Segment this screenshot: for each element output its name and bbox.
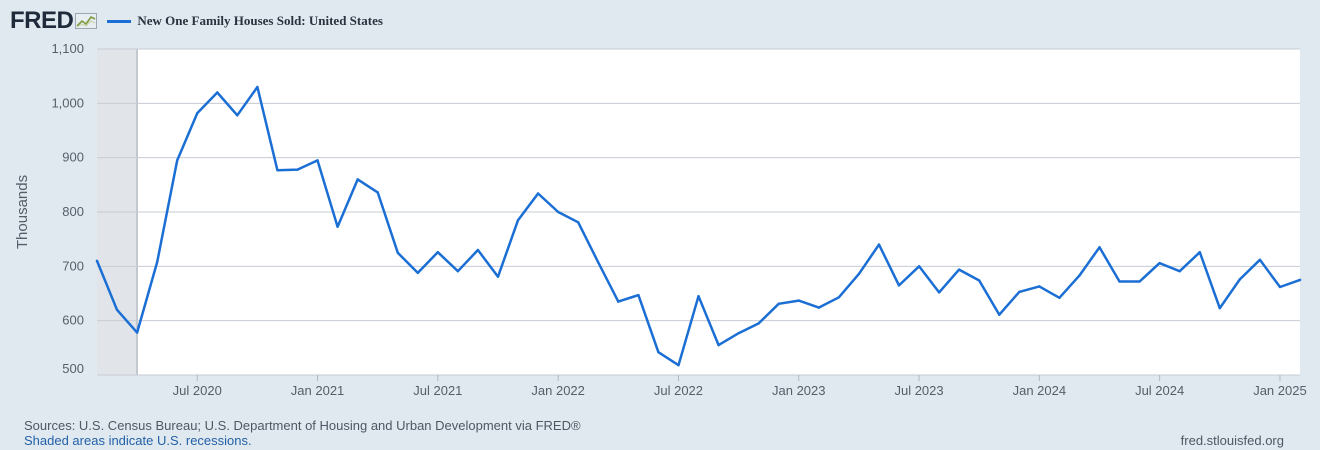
data-point: [617, 300, 620, 303]
data-point: [677, 364, 680, 367]
data-point: [917, 265, 921, 268]
data-point: [1038, 285, 1041, 288]
data-point: [1298, 278, 1302, 282]
y-tick-label: 1,000: [51, 95, 84, 110]
y-tick-label: 900: [62, 150, 84, 165]
footer-recession-note: Shaded areas indicate U.S. recessions.: [24, 433, 252, 448]
data-point: [196, 111, 199, 115]
x-tick-label: Jul 2024: [1135, 383, 1184, 398]
data-point: [536, 192, 540, 195]
y-axis-label: Thousands: [14, 175, 31, 249]
data-point: [276, 168, 279, 172]
legend-swatch: [107, 19, 132, 23]
data-point: [1258, 258, 1262, 262]
data-point: [1018, 290, 1021, 294]
data-point: [697, 295, 700, 298]
data-point: [998, 313, 1001, 316]
data-point: [857, 272, 861, 276]
data-point: [1078, 274, 1081, 277]
data-point: [817, 306, 820, 309]
data-point: [135, 331, 139, 334]
data-point: [978, 279, 981, 282]
data-point: [556, 210, 560, 214]
footer-sources: Sources: U.S. Census Bureau; U.S. Depart…: [24, 418, 581, 433]
data-point: [657, 350, 660, 354]
x-tick-label: Jan 2021: [291, 383, 345, 398]
data-point: [356, 178, 359, 181]
data-point: [316, 159, 319, 162]
data-point: [256, 85, 259, 89]
data-point: [1098, 246, 1101, 249]
y-tick-label: 700: [62, 258, 84, 273]
data-point: [1198, 251, 1201, 254]
x-tick-label: Jan 2025: [1253, 383, 1307, 398]
data-point: [957, 268, 961, 271]
data-point: [837, 296, 841, 299]
footer-site-link[interactable]: fred.stlouisfed.org: [1180, 433, 1284, 448]
x-tick-label: Jul 2021: [413, 383, 462, 398]
data-point: [236, 114, 239, 117]
data-point: [155, 260, 159, 264]
data-point: [1218, 306, 1222, 310]
x-tick-label: Jan 2022: [531, 383, 585, 398]
data-point: [1058, 296, 1061, 300]
data-point: [737, 331, 740, 335]
data-point: [1118, 280, 1121, 283]
data-point: [757, 322, 760, 325]
data-point: [376, 191, 379, 194]
data-point: [937, 291, 941, 294]
data-point: [637, 293, 640, 297]
fred-trend-icon: [75, 13, 98, 29]
data-point: [1278, 285, 1282, 289]
data-point: [416, 271, 419, 275]
data-point: [516, 218, 520, 222]
y-tick-label: 600: [62, 313, 84, 328]
data-point: [496, 275, 500, 278]
data-point: [456, 270, 460, 273]
data-point: [1158, 261, 1161, 265]
chart-header: FRED New One Family Houses Sold: United …: [10, 6, 383, 36]
fred-logo[interactable]: FRED: [10, 7, 74, 34]
data-point: [216, 91, 219, 94]
data-point: [797, 299, 800, 302]
legend-series-label: New One Family Houses Sold: United State…: [137, 13, 383, 28]
data-point: [95, 259, 99, 263]
y-tick-label: 800: [62, 204, 84, 219]
data-point: [577, 221, 580, 224]
data-point: [597, 261, 600, 264]
y-tick-label: 1,100: [51, 41, 84, 56]
data-point: [176, 159, 179, 162]
x-tick-label: Jul 2020: [173, 383, 222, 398]
data-point: [897, 284, 901, 287]
data-point: [1138, 280, 1141, 283]
data-point: [1238, 278, 1242, 281]
x-tick-label: Jul 2023: [894, 383, 943, 398]
data-point: [296, 168, 299, 171]
data-point: [436, 251, 440, 254]
data-point: [115, 308, 119, 311]
x-tick-label: Jan 2024: [1013, 383, 1067, 398]
data-point: [476, 248, 480, 252]
x-tick-label: Jul 2022: [654, 383, 703, 398]
data-point: [717, 343, 720, 347]
data-point: [396, 251, 399, 254]
data-point: [336, 225, 339, 228]
data-point: [777, 302, 780, 306]
data-point: [1178, 270, 1181, 273]
line-chart: 500 600 700 800 900 1,000 1,100 Jul 2020 Jan 202…: [14, 41, 1307, 398]
x-tick-label: Jan 2023: [772, 383, 826, 398]
chart-legend[interactable]: New One Family Houses Sold: United State…: [107, 13, 383, 29]
y-tick-label: 500: [62, 361, 84, 376]
data-point: [877, 243, 881, 246]
